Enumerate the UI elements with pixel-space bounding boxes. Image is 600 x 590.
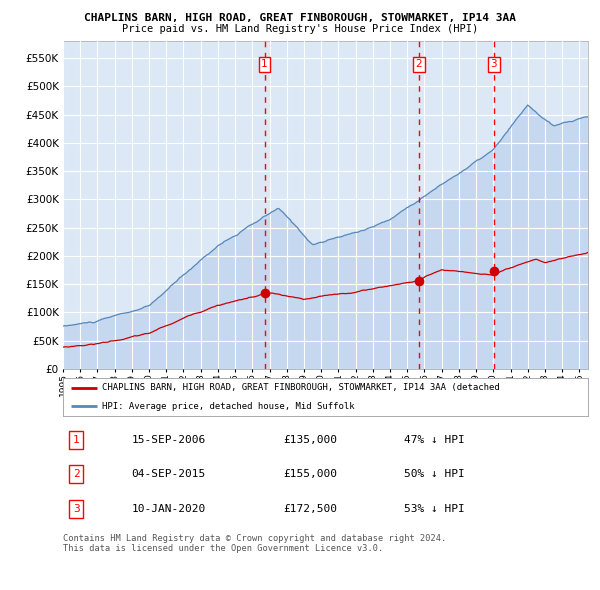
Text: 47% ↓ HPI: 47% ↓ HPI: [404, 435, 465, 445]
Text: 53% ↓ HPI: 53% ↓ HPI: [404, 504, 465, 514]
Text: 1: 1: [73, 435, 79, 445]
Text: 50% ↓ HPI: 50% ↓ HPI: [404, 470, 465, 479]
Text: HPI: Average price, detached house, Mid Suffolk: HPI: Average price, detached house, Mid …: [103, 402, 355, 411]
Text: Price paid vs. HM Land Registry's House Price Index (HPI): Price paid vs. HM Land Registry's House …: [122, 24, 478, 34]
Text: 2: 2: [73, 470, 79, 479]
Text: CHAPLINS BARN, HIGH ROAD, GREAT FINBOROUGH, STOWMARKET, IP14 3AA (detached: CHAPLINS BARN, HIGH ROAD, GREAT FINBOROU…: [103, 384, 500, 392]
Text: Contains HM Land Registry data © Crown copyright and database right 2024.
This d: Contains HM Land Registry data © Crown c…: [63, 534, 446, 553]
Text: 3: 3: [491, 59, 497, 69]
Text: 2: 2: [415, 59, 422, 69]
Text: 15-SEP-2006: 15-SEP-2006: [131, 435, 205, 445]
Text: £172,500: £172,500: [284, 504, 337, 514]
Text: 3: 3: [73, 504, 79, 514]
Text: 1: 1: [261, 59, 268, 69]
Text: 04-SEP-2015: 04-SEP-2015: [131, 470, 205, 479]
Text: 10-JAN-2020: 10-JAN-2020: [131, 504, 205, 514]
Text: £135,000: £135,000: [284, 435, 337, 445]
Text: CHAPLINS BARN, HIGH ROAD, GREAT FINBOROUGH, STOWMARKET, IP14 3AA: CHAPLINS BARN, HIGH ROAD, GREAT FINBOROU…: [84, 13, 516, 23]
Text: £155,000: £155,000: [284, 470, 337, 479]
